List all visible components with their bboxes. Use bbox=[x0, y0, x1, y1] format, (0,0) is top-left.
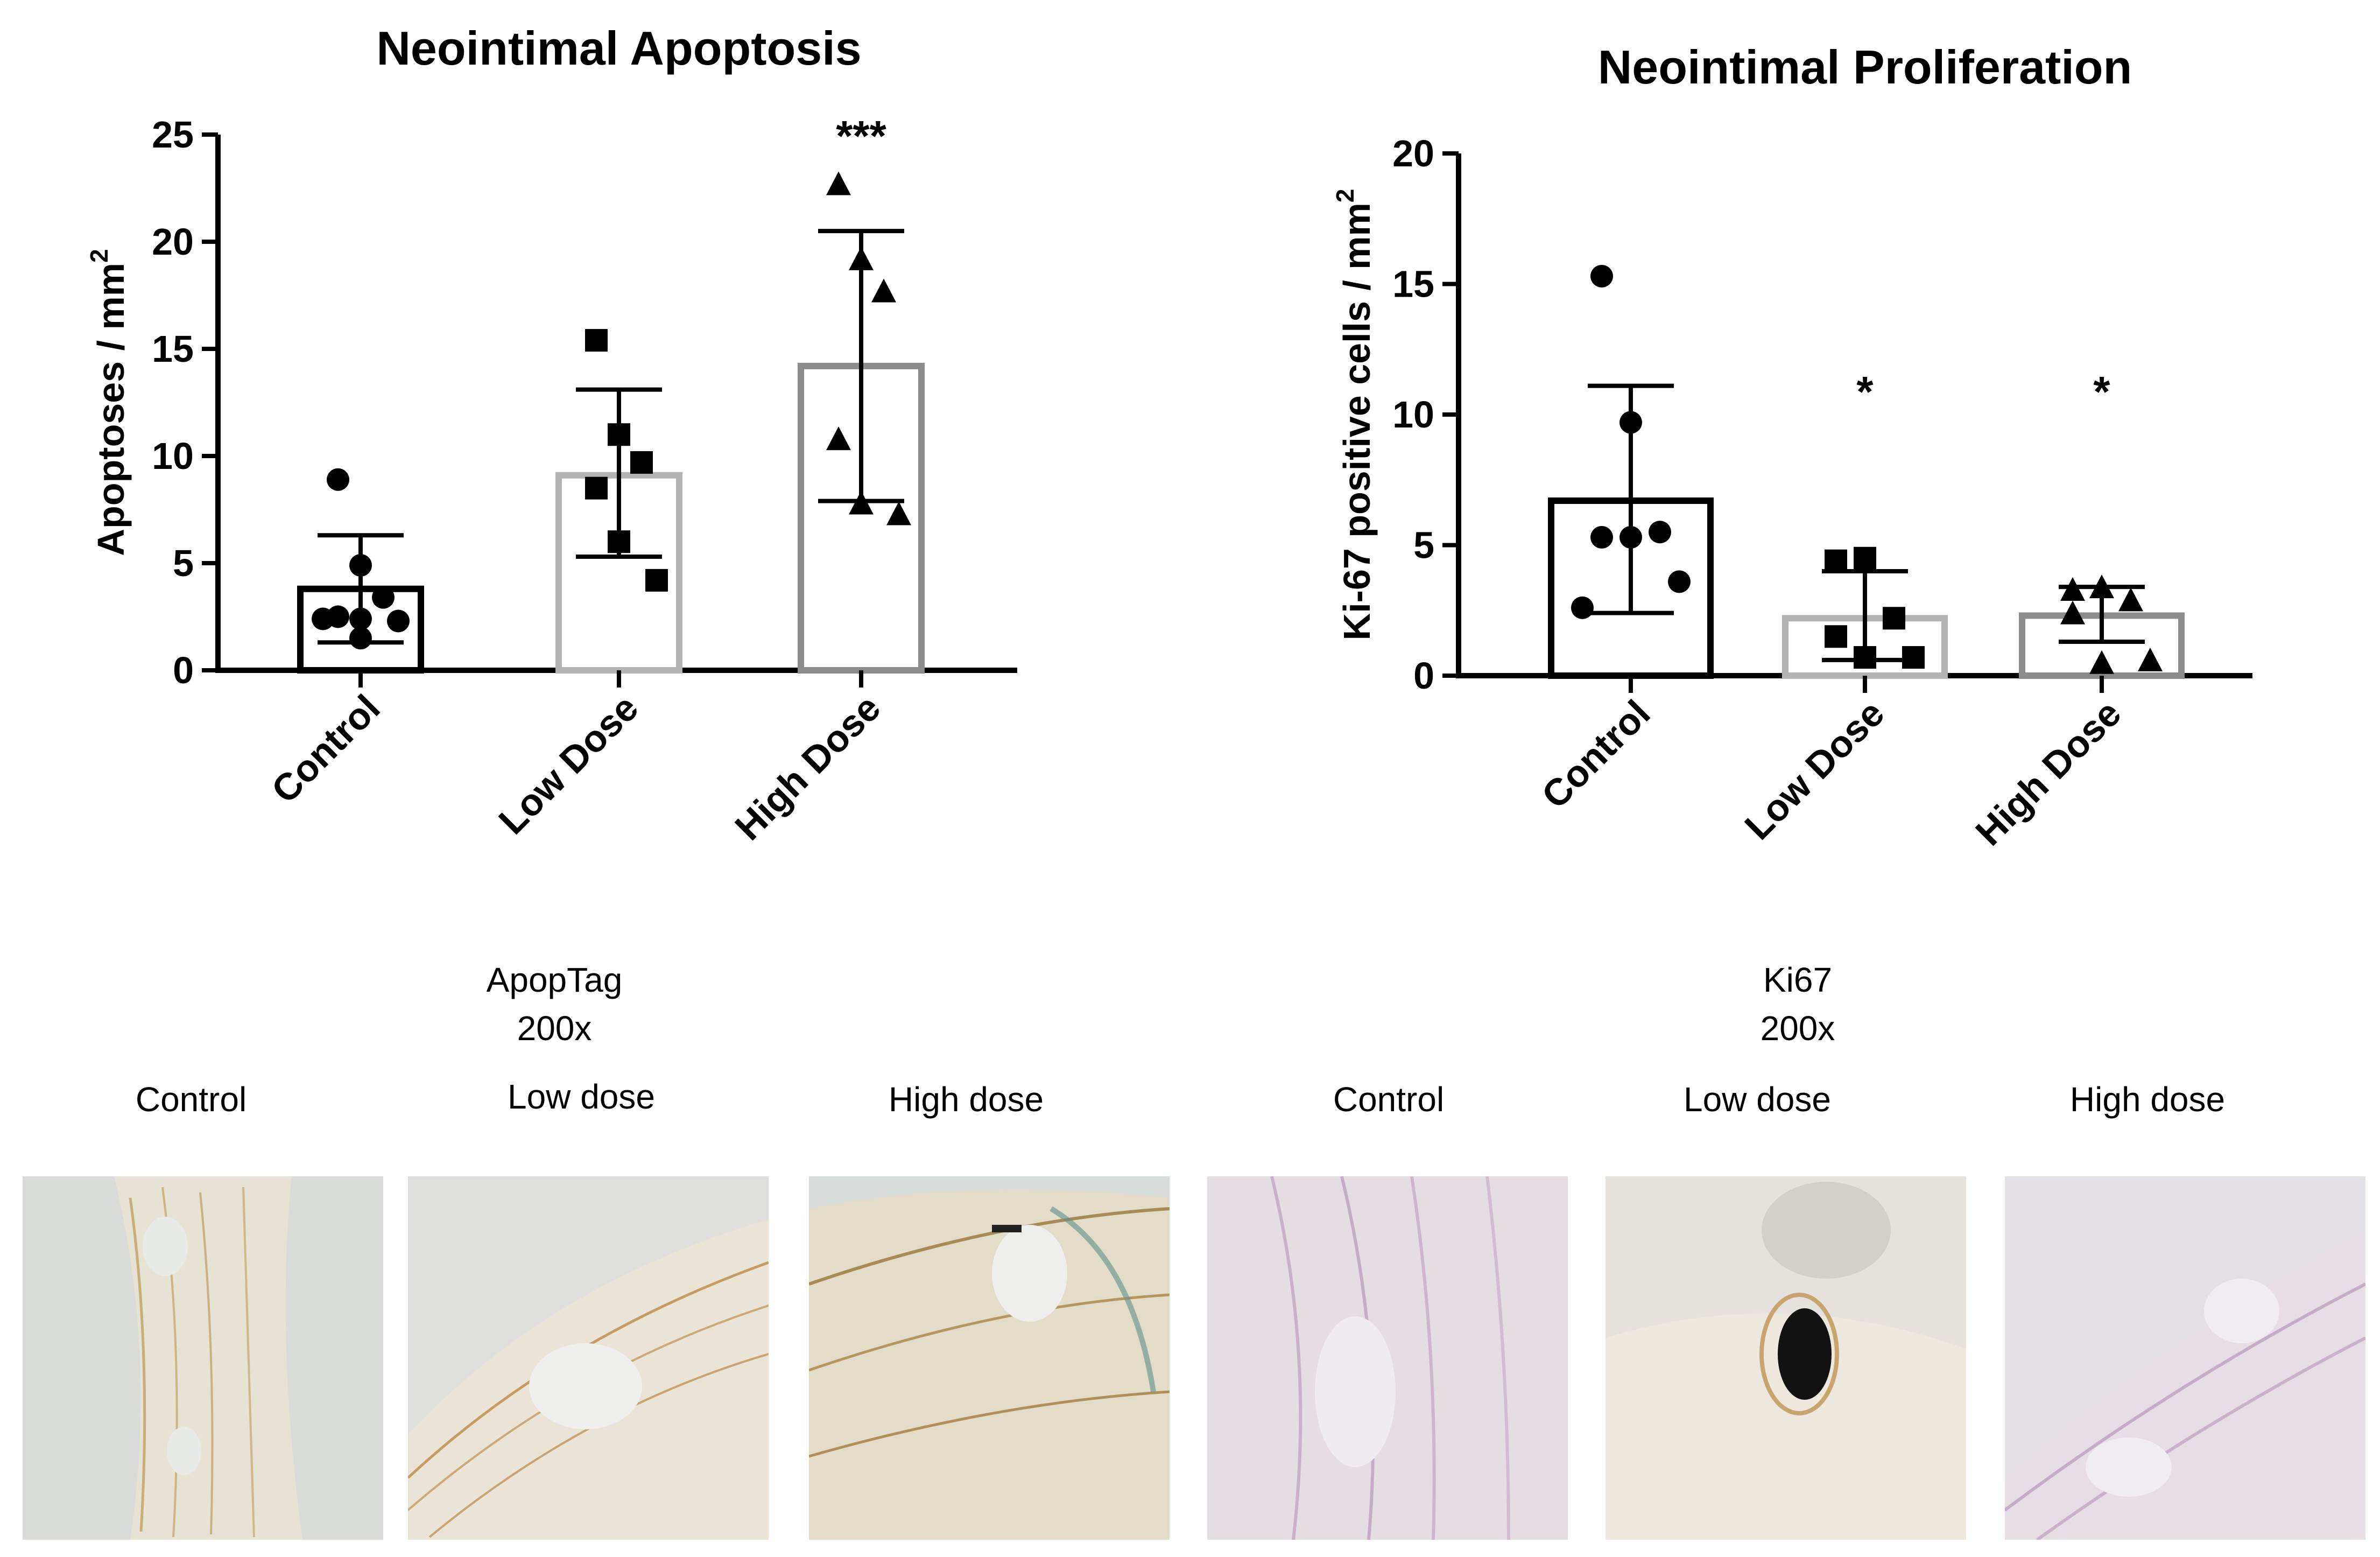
apoptosis-point bbox=[630, 451, 653, 474]
apoptosis-point bbox=[886, 501, 911, 525]
proliferation-point bbox=[2118, 587, 2143, 612]
apoptosis-x-tick-label: Low Dose bbox=[491, 686, 646, 842]
proliferation-y-tick-label: 10 bbox=[1392, 394, 1434, 436]
image-label-apoptag-low: Low dose bbox=[508, 1077, 655, 1116]
image-label-apoptag-high: High dose bbox=[888, 1080, 1044, 1119]
proliferation-point bbox=[1649, 521, 1671, 544]
proliferation-point bbox=[1668, 570, 1691, 593]
proliferation-point bbox=[1825, 549, 1847, 572]
image-label-ki67-high: High dose bbox=[2069, 1080, 2226, 1119]
proliferation-point bbox=[2060, 600, 2085, 625]
micrograph-ki67-low bbox=[1606, 1176, 1966, 1540]
micrograph-ki67-high bbox=[2005, 1176, 2365, 1540]
proliferation-point bbox=[1571, 596, 1594, 619]
image-label-ki67-control: Control bbox=[1333, 1080, 1445, 1119]
proliferation-significance-marker: * bbox=[1856, 368, 1874, 416]
proliferation-point bbox=[1883, 607, 1905, 630]
apoptosis-chart-title: Neointimal Apoptosis bbox=[376, 22, 861, 75]
micrograph-apoptag-low bbox=[408, 1176, 769, 1540]
apoptosis-point bbox=[585, 476, 608, 500]
apoptosis-x-tick-label: High Dose bbox=[727, 686, 889, 848]
apoptosis-x-tick-label: Control bbox=[264, 686, 388, 811]
micrograph-apoptag-control bbox=[23, 1176, 383, 1540]
apoptosis-y-tick-label: 15 bbox=[152, 328, 194, 370]
proliferation-point bbox=[1854, 546, 1876, 570]
ki67-title-text: Ki67 bbox=[1763, 960, 1833, 999]
proliferation-y-tick-label: 5 bbox=[1413, 524, 1434, 566]
proliferation-significance-marker: * bbox=[2093, 368, 2110, 416]
apoptag-panel-title: ApopTag 200x bbox=[420, 956, 689, 1053]
proliferation-x-tick-label: High Dose bbox=[1968, 692, 2129, 853]
apoptosis-chart: Neointimal Apoptosis Apoptoses / mm2 0 5 10 1… bbox=[85, 22, 1017, 848]
apoptosis-point bbox=[826, 171, 851, 195]
apoptosis-y-tick-label: 5 bbox=[173, 542, 194, 584]
proliferation-point bbox=[2089, 650, 2114, 674]
proliferation-point bbox=[1825, 625, 1847, 648]
proliferation-point bbox=[2138, 647, 2163, 671]
apoptosis-point bbox=[585, 329, 608, 352]
proliferation-x-tick-label: Low Dose bbox=[1737, 692, 1892, 847]
proliferation-point bbox=[1902, 646, 1925, 669]
micrograph-apoptag-high bbox=[809, 1176, 1170, 1540]
apoptosis-y-tick-label: 0 bbox=[173, 649, 194, 691]
apoptosis-point bbox=[312, 607, 334, 630]
apoptag-title-text: ApopTag bbox=[486, 960, 623, 999]
apoptosis-point bbox=[372, 586, 395, 609]
apoptosis-point bbox=[387, 609, 410, 633]
apoptosis-point bbox=[327, 468, 349, 491]
image-label-ki67-low: Low dose bbox=[1684, 1080, 1831, 1119]
apoptag-magnification: 200x bbox=[517, 1009, 592, 1048]
proliferation-chart: Neointimal Proliferation Ki-67 positive c… bbox=[1331, 40, 2252, 853]
ki67-panel-title: Ki67 200x bbox=[1663, 956, 1932, 1053]
apoptosis-y-axis-label-superscript: 2 bbox=[85, 249, 113, 263]
apoptosis-y-tick-label: 10 bbox=[152, 435, 194, 477]
ki67-magnification: 200x bbox=[1760, 1009, 1835, 1048]
proliferation-y-tick-label: 15 bbox=[1392, 263, 1434, 305]
proliferation-x-tick-label: Control bbox=[1534, 692, 1658, 816]
apoptosis-y-axis-label: Apoptoses / mm2 bbox=[85, 249, 132, 556]
apoptosis-y-tick-label: 20 bbox=[152, 221, 194, 263]
apoptosis-significance-marker: *** bbox=[836, 112, 886, 160]
image-label-apoptag-control: Control bbox=[135, 1080, 247, 1119]
proliferation-chart-title: Neointimal Proliferation bbox=[1598, 40, 2132, 94]
proliferation-point bbox=[1590, 525, 1613, 549]
apoptosis-point bbox=[871, 278, 896, 303]
apoptosis-point bbox=[645, 569, 668, 592]
micrograph-ki67-control bbox=[1207, 1176, 1568, 1540]
proliferation-point bbox=[1590, 264, 1613, 287]
proliferation-y-axis-label: Ki-67 positive cells / mm2 bbox=[1331, 189, 1378, 641]
proliferation-y-tick-label: 20 bbox=[1392, 132, 1434, 174]
proliferation-y-axis-label-superscript: 2 bbox=[1331, 189, 1359, 203]
apoptosis-y-tick-label: 25 bbox=[152, 114, 194, 156]
proliferation-y-tick-label: 0 bbox=[1413, 655, 1434, 697]
apoptosis-point bbox=[826, 426, 851, 451]
